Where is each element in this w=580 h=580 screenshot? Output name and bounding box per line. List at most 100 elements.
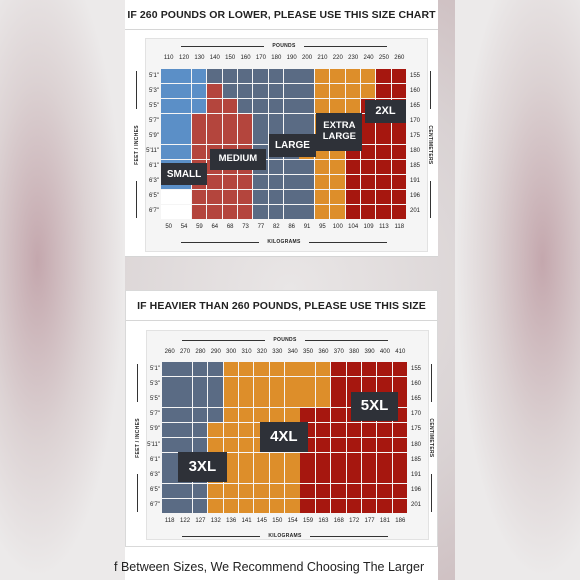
size-grid-cell <box>177 392 192 407</box>
size-grid-cell <box>299 99 314 114</box>
size-grid-cell <box>176 114 191 129</box>
size-grid-cell <box>254 453 269 468</box>
pounds-tick: 250 <box>378 55 389 61</box>
kilograms-tick: 181 <box>379 518 390 524</box>
size-grid-cell <box>361 422 377 438</box>
kilograms-tick: 136 <box>226 518 237 524</box>
pounds-tick: 210 <box>317 55 328 61</box>
feet-arrow-bottom <box>136 180 137 218</box>
size-grid-cell <box>346 483 362 498</box>
feet-arrow-bottom <box>137 474 138 512</box>
size-grid-cell <box>223 407 239 422</box>
size-grid-cell <box>346 498 362 514</box>
size-grid-cell <box>191 129 207 144</box>
size-grid-cell <box>222 189 238 205</box>
size-grid-cell <box>223 422 239 438</box>
feet-inches-axis-title: FEET / INCHES <box>135 418 141 458</box>
cm-arrow-top <box>431 364 432 402</box>
size-grid-cell <box>377 468 392 483</box>
size-grid-cell <box>162 468 177 483</box>
size-zone-label: 4XL <box>259 422 309 452</box>
size-grid-cell <box>360 84 376 99</box>
size-grid-cell <box>254 407 269 422</box>
size-grid-cell <box>392 468 408 483</box>
size-grid-cell <box>284 189 299 205</box>
footer-note: f Between Sizes, We Recommend Choosing T… <box>114 560 425 574</box>
pounds-tick: 120 <box>179 55 190 61</box>
size-grid-cell <box>392 498 408 514</box>
size-grid-cell <box>208 377 223 392</box>
pounds-tick: 290 <box>210 349 221 355</box>
kilograms-tick: 104 <box>348 224 359 230</box>
pounds-tick: 280 <box>195 349 206 355</box>
pounds-tick: 270 <box>180 349 191 355</box>
size-grid-cell <box>377 362 392 377</box>
size-grid-cell <box>377 438 392 453</box>
kilograms-tick: 64 <box>211 224 219 230</box>
size-grid-cell <box>238 422 254 438</box>
chart-title-1: IF 260 POUNDS OR LOWER, PLEASE USE THIS … <box>125 0 438 30</box>
feet-inches-axis-title: FEET / INCHES <box>134 124 140 165</box>
pounds-tick: 300 <box>226 349 237 355</box>
size-grid-cell <box>300 498 315 514</box>
size-grid-cell <box>361 468 377 483</box>
background-blur-right <box>455 0 580 580</box>
size-grid-cell <box>345 69 361 84</box>
size-grid-cell <box>222 84 238 99</box>
height-feet-tick: 5'5" <box>149 102 159 109</box>
size-grid-cell <box>177 498 192 514</box>
height-cm-tick: 160 <box>411 380 422 387</box>
size-grid <box>162 362 408 514</box>
size-grid-cell <box>376 174 391 189</box>
size-grid-cell <box>208 407 223 422</box>
kilograms-arrow-left <box>182 536 260 537</box>
size-grid-cell <box>391 69 407 84</box>
size-grid-cell <box>176 189 191 205</box>
size-grid-cell <box>254 498 269 514</box>
size-grid-cell <box>162 483 177 498</box>
cm-arrow-top <box>430 71 431 109</box>
height-feet-tick: 6'5" <box>150 487 160 494</box>
kilograms-tick: 186 <box>395 518 406 524</box>
size-grid-cell <box>207 174 222 189</box>
size-grid-cell <box>315 498 331 514</box>
size-zone-label: MEDIUM <box>210 149 266 171</box>
size-grid-cell <box>207 69 222 84</box>
height-feet-tick: 6'1" <box>150 456 160 463</box>
size-grid-cell <box>361 377 377 392</box>
kilograms-tick: 145 <box>256 518 267 524</box>
size-grid-cell <box>161 189 176 205</box>
height-cm-tick: 155 <box>411 365 422 372</box>
size-grid-cell <box>346 453 362 468</box>
size-grid-cell <box>300 407 315 422</box>
size-grid-cell <box>361 362 377 377</box>
size-grid-cell <box>391 159 407 174</box>
size-grid-cell <box>237 69 253 84</box>
height-cm-tick: 180 <box>410 148 421 155</box>
size-grid-cell <box>299 204 314 220</box>
size-grid-cell <box>237 189 253 205</box>
size-grid-cell <box>192 392 208 407</box>
pounds-tick: 380 <box>349 349 360 355</box>
size-grid-cell <box>345 189 361 205</box>
size-grid-cell <box>391 144 407 159</box>
size-grid-cell <box>253 174 268 189</box>
pounds-tick: 330 <box>272 349 283 355</box>
size-grid-cell <box>162 498 177 514</box>
size-grid-cell <box>268 99 284 114</box>
size-grid-cell <box>331 453 346 468</box>
size-grid-cell <box>314 204 330 220</box>
size-grid-cell <box>346 362 362 377</box>
size-zone-label: SMALL <box>161 163 208 186</box>
kilograms-axis-title: KILOGRAMS <box>268 533 302 539</box>
size-chart-panel-1: IF 260 POUNDS OR LOWER, PLEASE USE THIS … <box>125 0 438 256</box>
kilograms-tick: 54 <box>180 224 188 230</box>
pounds-tick: 360 <box>318 349 329 355</box>
pounds-tick: 370 <box>333 349 344 355</box>
size-grid-cell <box>269 498 285 514</box>
size-grid-cell <box>392 438 408 453</box>
kilograms-tick: 118 <box>394 224 405 230</box>
size-grid-cell <box>331 362 346 377</box>
size-grid-cell <box>377 483 392 498</box>
height-feet-tick: 6'7" <box>149 208 159 215</box>
